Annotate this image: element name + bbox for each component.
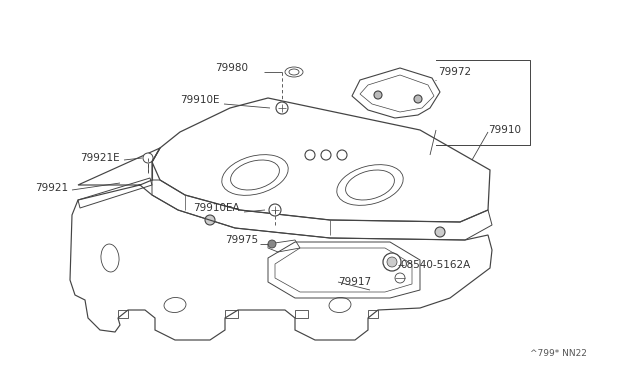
- Circle shape: [276, 102, 288, 114]
- Text: 79910E: 79910E: [180, 95, 220, 105]
- Text: 79975: 79975: [225, 235, 258, 245]
- Text: 79972: 79972: [438, 67, 471, 77]
- Circle shape: [435, 227, 445, 237]
- Circle shape: [383, 253, 401, 271]
- Circle shape: [269, 204, 281, 216]
- Circle shape: [387, 257, 397, 267]
- Text: 79910EA: 79910EA: [193, 203, 240, 213]
- Circle shape: [143, 153, 153, 163]
- Text: 79980: 79980: [215, 63, 248, 73]
- Circle shape: [268, 240, 276, 248]
- Text: ^799* NN22: ^799* NN22: [530, 349, 587, 358]
- Text: 79917: 79917: [338, 277, 371, 287]
- Circle shape: [374, 91, 382, 99]
- Text: 79910: 79910: [488, 125, 521, 135]
- Text: 79921: 79921: [35, 183, 68, 193]
- Circle shape: [414, 95, 422, 103]
- Text: 79921E: 79921E: [81, 153, 120, 163]
- Text: 08540-5162A: 08540-5162A: [400, 260, 470, 270]
- Circle shape: [205, 215, 215, 225]
